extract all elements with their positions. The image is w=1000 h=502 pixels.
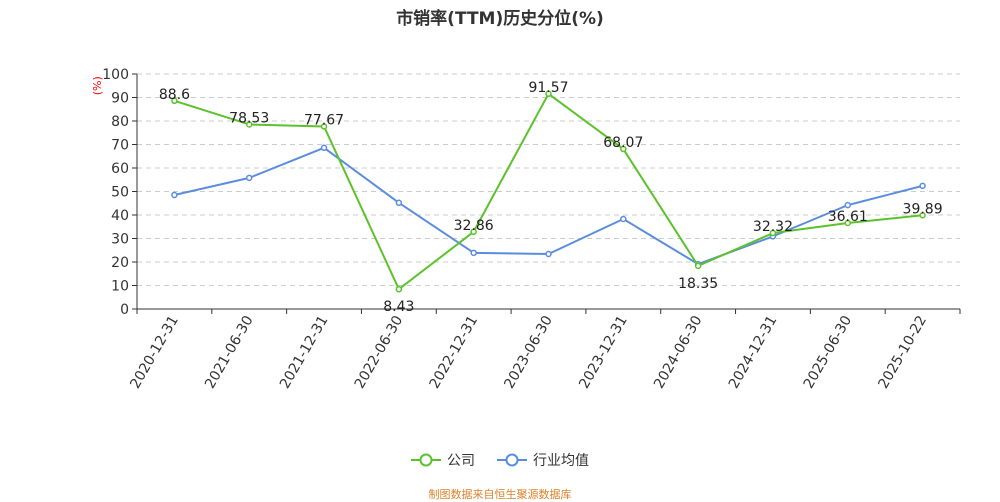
circle-line-icon (497, 453, 527, 467)
data-point (320, 123, 328, 130)
data-label: 68.07 (603, 135, 643, 151)
y-tick-label: 60 (111, 161, 129, 177)
y-tick-label: 20 (111, 255, 129, 271)
circle-line-icon (411, 453, 441, 467)
data-point (470, 249, 477, 257)
y-tick-label: 40 (111, 208, 129, 224)
data-point (620, 215, 627, 223)
y-tick-label: 30 (111, 232, 129, 248)
x-tick-label: 2021-06-30 (202, 313, 257, 391)
data-point (470, 228, 477, 236)
data-labels: 88.6 78.53 77.67 8.43 32.86 91.57 68.07 18.35 32… (159, 80, 943, 315)
data-point (395, 285, 403, 293)
source-note: 制图数据来自恒生聚源数据库 (428, 488, 572, 501)
x-tick-label: 2025-06-30 (801, 313, 856, 391)
legend-item-company[interactable]: 公司 (411, 450, 475, 470)
data-point (171, 191, 178, 199)
y-tick-label: 70 (111, 138, 129, 154)
y-tick-label: 50 (111, 185, 129, 201)
x-tick-label: 2023-06-30 (501, 313, 556, 391)
data-label: 18.35 (678, 276, 718, 292)
legend: 公司 行业均值 (0, 450, 1000, 470)
series-lines (171, 90, 926, 293)
legend-label-industry: 行业均值 (533, 453, 589, 469)
x-tick-label: 2022-06-30 (352, 313, 407, 391)
data-label: 91.57 (528, 80, 568, 96)
x-axis: 2020-12-31 2021-06-30 2021-12-31 2022-06-30… (127, 308, 961, 391)
data-label: 39.89 (903, 201, 943, 217)
data-label: 8.43 (383, 299, 414, 315)
data-point (245, 174, 253, 182)
series-line-industry (174, 146, 923, 266)
data-point (769, 229, 777, 237)
y-tick-label: 90 (111, 91, 129, 107)
data-point (395, 199, 403, 207)
x-tick-label: 2020-12-31 (127, 313, 182, 391)
x-tick-label: 2022-12-31 (427, 313, 482, 391)
data-label: 88.6 (159, 87, 190, 103)
legend-label-company: 公司 (447, 453, 475, 469)
y-tick-label: 10 (111, 279, 129, 295)
data-label: 78.53 (229, 110, 269, 126)
data-point (620, 145, 627, 153)
data-point (545, 250, 552, 258)
x-tick-label: 2024-12-31 (726, 313, 781, 391)
y-tick-label: 0 (120, 302, 129, 318)
data-label: 36.61 (828, 209, 868, 225)
data-point (844, 219, 852, 227)
chart-title: 市销率(TTM)历史分位(%) (396, 9, 604, 29)
y-tick-label: 100 (102, 67, 129, 83)
series-line-company (174, 92, 923, 291)
data-point (694, 262, 702, 270)
y-axis-unit-label: (%) (91, 76, 104, 95)
x-tick-label: 2023-12-31 (576, 313, 631, 391)
data-point (245, 121, 253, 128)
x-tick-label: 2025-10-22 (876, 313, 931, 391)
data-point (171, 97, 178, 105)
x-tick-label: 2021-12-31 (277, 313, 332, 391)
data-point (545, 90, 552, 98)
legend-item-industry[interactable]: 行业均值 (497, 450, 589, 470)
data-point (320, 144, 328, 152)
data-point (919, 182, 926, 190)
data-point (919, 212, 926, 219)
data-point (844, 201, 852, 209)
data-label: 77.67 (304, 112, 344, 128)
data-label: 32.32 (753, 219, 793, 235)
x-tick-label: 2024-06-30 (651, 313, 706, 391)
y-tick-label: 80 (111, 114, 129, 130)
data-label: 32.86 (454, 218, 494, 234)
y-axis: 0 10 20 30 40 50 60 70 80 90 100 (102, 67, 138, 318)
